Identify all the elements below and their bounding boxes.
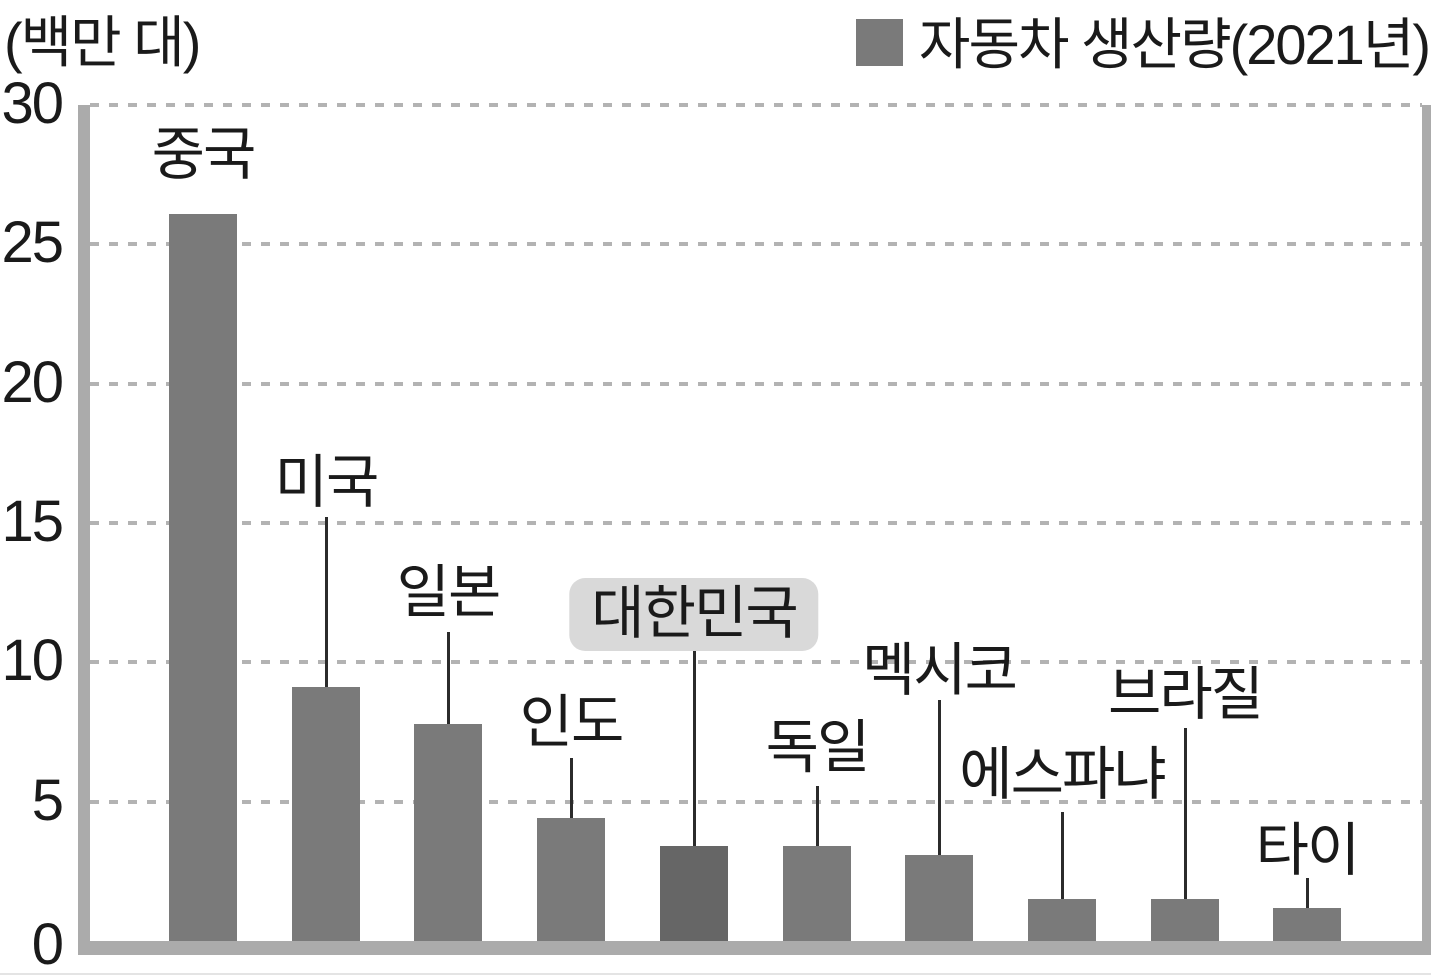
country-label-mexico: 멕시코 [861,638,1018,703]
y-tick-label-25: 25 [1,210,64,276]
bar-south-korea [660,846,728,941]
country-label-india: 인도 [519,690,625,755]
y-tick-label-30: 30 [1,71,64,137]
legend-label: 자동차 생산량(2021년) [918,13,1431,76]
y-axis-line [78,105,90,955]
bar-germany [783,846,851,941]
bar-usa [292,687,360,941]
bar-india [537,818,605,941]
y-tick-label-15: 15 [1,489,64,555]
leader-line-spain [1061,812,1064,899]
legend: 자동차 생산량(2021년) [855,0,1431,81]
country-label-china: 중국 [151,122,257,187]
country-label-south-korea: 대한민국 [569,578,819,651]
country-label-japan: 일본 [396,560,502,625]
leader-line-thailand [1306,878,1309,908]
country-label-usa: 미국 [274,450,380,515]
image-bottom-hairline [0,973,1431,975]
leader-line-south-korea [693,650,696,846]
country-label-germany: 독일 [765,715,871,780]
gridline-5 [90,800,1422,804]
y-tick-label-20: 20 [1,350,64,416]
bar-thailand [1273,908,1341,941]
leader-line-mexico [938,700,941,855]
y-tick-label-0: 0 [31,912,64,975]
leader-line-japan [447,632,450,724]
bar-spain [1028,899,1096,941]
country-label-thailand: 타이 [1255,818,1361,883]
gridline-10 [90,660,1422,664]
gridline-20 [90,382,1422,386]
legend-swatch [855,19,903,66]
leader-line-usa [325,517,328,687]
bar-mexico [905,855,973,941]
y-tick-label-10: 10 [1,628,64,694]
gridline-15 [90,521,1422,525]
bar-china [169,214,237,941]
bar-japan [414,724,482,941]
x-axis-line [78,941,1431,955]
country-label-brazil: 브라질 [1107,662,1264,727]
leader-line-germany [816,786,819,846]
country-label-spain: 에스파냐 [959,742,1166,807]
gridline-25 [90,242,1422,246]
plot-right-border [1422,105,1431,955]
y-tick-label-5: 5 [31,768,64,834]
leader-line-india [570,758,573,818]
bar-brazil [1151,899,1219,941]
gridline-30 [90,103,1422,107]
leader-line-brazil [1184,728,1187,899]
y-axis-unit-label: (백만 대) [4,11,201,74]
